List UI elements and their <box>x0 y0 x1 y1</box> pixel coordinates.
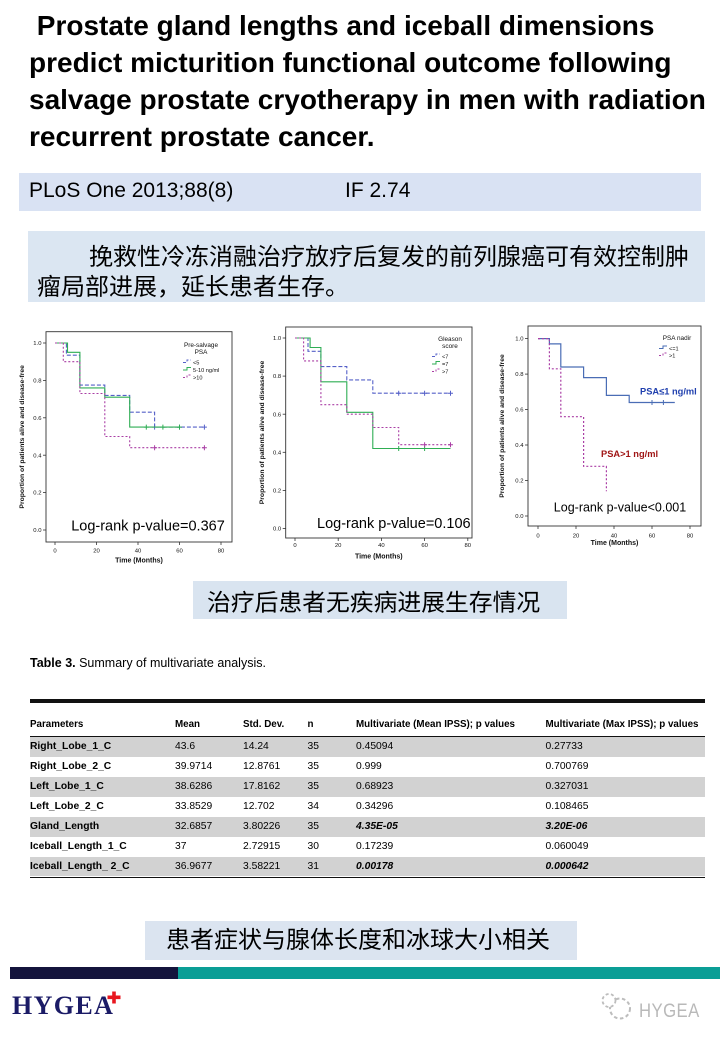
svg-text:80: 80 <box>218 549 225 555</box>
svg-text:Proportion of patients alive a: Proportion of patients alive and disease… <box>499 354 506 498</box>
svg-text:>10: >10 <box>193 376 203 382</box>
svg-text:20: 20 <box>573 534 580 540</box>
svg-text:Pre-salvage: Pre-salvage <box>184 342 219 349</box>
svg-text:0.6: 0.6 <box>273 412 282 418</box>
svg-text:>1: >1 <box>669 354 675 360</box>
svg-text:60: 60 <box>421 543 428 549</box>
svg-text:PSA>1 ng/ml: PSA>1 ng/ml <box>601 449 658 459</box>
svg-text:0.4: 0.4 <box>515 443 524 449</box>
svg-text:80: 80 <box>465 543 472 549</box>
svg-text:<5: <5 <box>193 361 199 367</box>
svg-text:Time (Months): Time (Months) <box>591 540 639 547</box>
svg-text:PSA nadir: PSA nadir <box>663 335 692 342</box>
svg-text:Log-rank p-value<0.001: Log-rank p-value<0.001 <box>554 501 686 515</box>
svg-text:<7: <7 <box>442 355 448 361</box>
svg-text:60: 60 <box>176 549 183 555</box>
svg-text:20: 20 <box>93 549 100 555</box>
svg-text:60: 60 <box>649 534 656 540</box>
svg-text:5-10 ng/ml: 5-10 ng/ml <box>193 368 219 374</box>
svg-text:0: 0 <box>293 543 297 549</box>
svg-text:=7: =7 <box>442 362 448 368</box>
svg-text:Log-rank p-value=0.367: Log-rank p-value=0.367 <box>71 519 225 535</box>
svg-text:0.0: 0.0 <box>33 528 42 534</box>
svg-text:0.2: 0.2 <box>515 479 523 485</box>
svg-text:1.0: 1.0 <box>33 341 42 347</box>
svg-text:0.0: 0.0 <box>273 527 282 533</box>
svg-text:40: 40 <box>611 534 618 540</box>
svg-text:0.8: 0.8 <box>273 374 282 380</box>
svg-text:0.4: 0.4 <box>273 450 282 456</box>
svg-text:40: 40 <box>378 543 385 549</box>
svg-text:0: 0 <box>53 549 57 555</box>
svg-text:<=1: <=1 <box>669 347 679 353</box>
svg-text:PSA≤1 ng/ml: PSA≤1 ng/ml <box>640 387 697 397</box>
svg-text:Gleason: Gleason <box>438 336 462 343</box>
svg-text:0.6: 0.6 <box>515 408 524 414</box>
svg-text:40: 40 <box>135 549 142 555</box>
svg-text:1.0: 1.0 <box>515 337 524 343</box>
svg-text:0.4: 0.4 <box>33 453 42 459</box>
svg-text:Proportion of patients alive a: Proportion of patients alive and disease… <box>19 365 26 509</box>
svg-text:Time (Months): Time (Months) <box>355 554 403 561</box>
svg-text:Time (Months): Time (Months) <box>115 558 163 565</box>
svg-text:PSA: PSA <box>195 349 209 356</box>
svg-text:score: score <box>442 343 458 350</box>
svg-text:0.8: 0.8 <box>515 372 524 378</box>
svg-text:0: 0 <box>536 534 540 540</box>
svg-text:0.2: 0.2 <box>33 491 41 497</box>
svg-text:0.0: 0.0 <box>515 514 524 520</box>
svg-text:Proportion of patients alive a: Proportion of patients alive and disease… <box>259 361 266 505</box>
svg-text:0.6: 0.6 <box>33 416 42 422</box>
svg-text:0.2: 0.2 <box>273 489 281 495</box>
svg-text:80: 80 <box>687 534 694 540</box>
svg-text:1.0: 1.0 <box>273 336 282 342</box>
svg-text:0.8: 0.8 <box>33 379 42 385</box>
svg-text:20: 20 <box>335 543 342 549</box>
svg-text:Log-rank p-value=0.106: Log-rank p-value=0.106 <box>317 516 471 532</box>
svg-text:>7: >7 <box>442 370 448 376</box>
